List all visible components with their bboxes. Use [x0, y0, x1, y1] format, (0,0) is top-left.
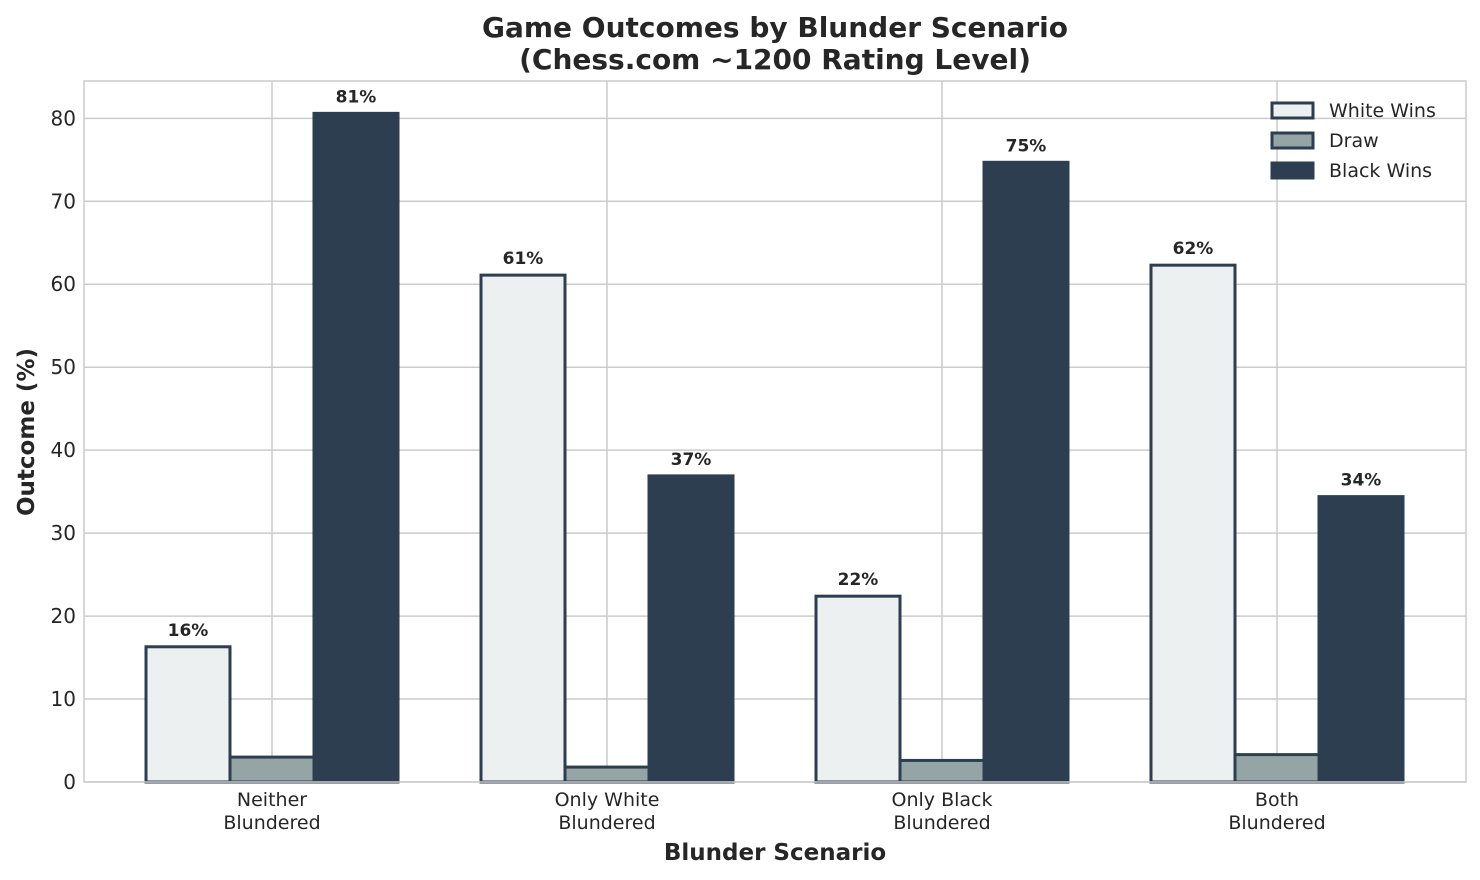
x-tick-label: Both — [1255, 789, 1299, 811]
x-tick-label: Blundered — [558, 812, 655, 834]
y-tick-label: 70 — [51, 189, 76, 213]
data-label: 75% — [1006, 136, 1047, 156]
plot-frame — [83, 80, 1467, 783]
y-tick-labels: 0 10 20 30 40 50 60 70 80 — [51, 106, 76, 794]
y-tick-label: 30 — [51, 521, 76, 545]
x-tick-label: Blundered — [893, 812, 990, 834]
data-labels: 16% 61% 22% 62% 81% 37% 75% 34% — [168, 87, 1382, 640]
legend-swatch — [1270, 131, 1315, 150]
data-label: 62% — [1173, 239, 1214, 259]
data-label: 22% — [838, 570, 879, 590]
y-tick-label: 40 — [51, 438, 76, 462]
y-tick-label: 50 — [51, 355, 76, 379]
grid-lines — [84, 81, 1466, 783]
legend-label: Black Wins — [1329, 160, 1432, 182]
x-tick-label: Only White — [555, 789, 660, 811]
data-label: 16% — [168, 621, 209, 641]
legend: White Wins Draw Black Wins — [1270, 100, 1436, 182]
data-label: 81% — [336, 87, 377, 107]
bar-draw — [563, 765, 651, 784]
bar-draw — [1233, 753, 1321, 784]
legend-swatch — [1270, 161, 1315, 180]
y-tick-label: 20 — [51, 604, 76, 628]
bar-black-wins — [647, 474, 735, 784]
bar-black-wins — [1317, 495, 1405, 784]
bar-black-wins — [312, 111, 400, 784]
bar-white-wins — [814, 594, 902, 784]
data-label: 61% — [503, 249, 544, 269]
chart-title-line-2: (Chess.com ~1200 Rating Level) — [519, 43, 1031, 76]
bar-draw — [898, 758, 986, 784]
bar-white-wins — [144, 645, 232, 784]
x-tick-label: Neither — [237, 789, 307, 811]
chart-title-line-1: Game Outcomes by Blunder Scenario — [482, 11, 1068, 44]
y-axis-label: Outcome (%) — [14, 348, 40, 516]
y-tick-label: 60 — [51, 272, 76, 296]
y-tick-label: 10 — [51, 687, 76, 711]
bars — [144, 111, 1405, 784]
bar-black-wins — [982, 160, 1070, 784]
legend-label: Draw — [1329, 130, 1379, 152]
x-tick-label: Only Black — [892, 789, 993, 811]
x-tick-label: Blundered — [1228, 812, 1325, 834]
legend-swatch — [1270, 101, 1315, 120]
x-axis-label: Blunder Scenario — [664, 840, 886, 866]
data-label: 37% — [671, 450, 712, 470]
bar-white-wins — [1149, 263, 1237, 784]
bar-draw — [228, 755, 316, 784]
y-tick-label: 80 — [51, 106, 76, 130]
legend-label: White Wins — [1329, 100, 1436, 122]
data-label: 34% — [1341, 471, 1382, 491]
x-tick-label: Blundered — [223, 812, 320, 834]
bar-white-wins — [479, 273, 567, 784]
y-tick-label: 0 — [63, 770, 76, 794]
